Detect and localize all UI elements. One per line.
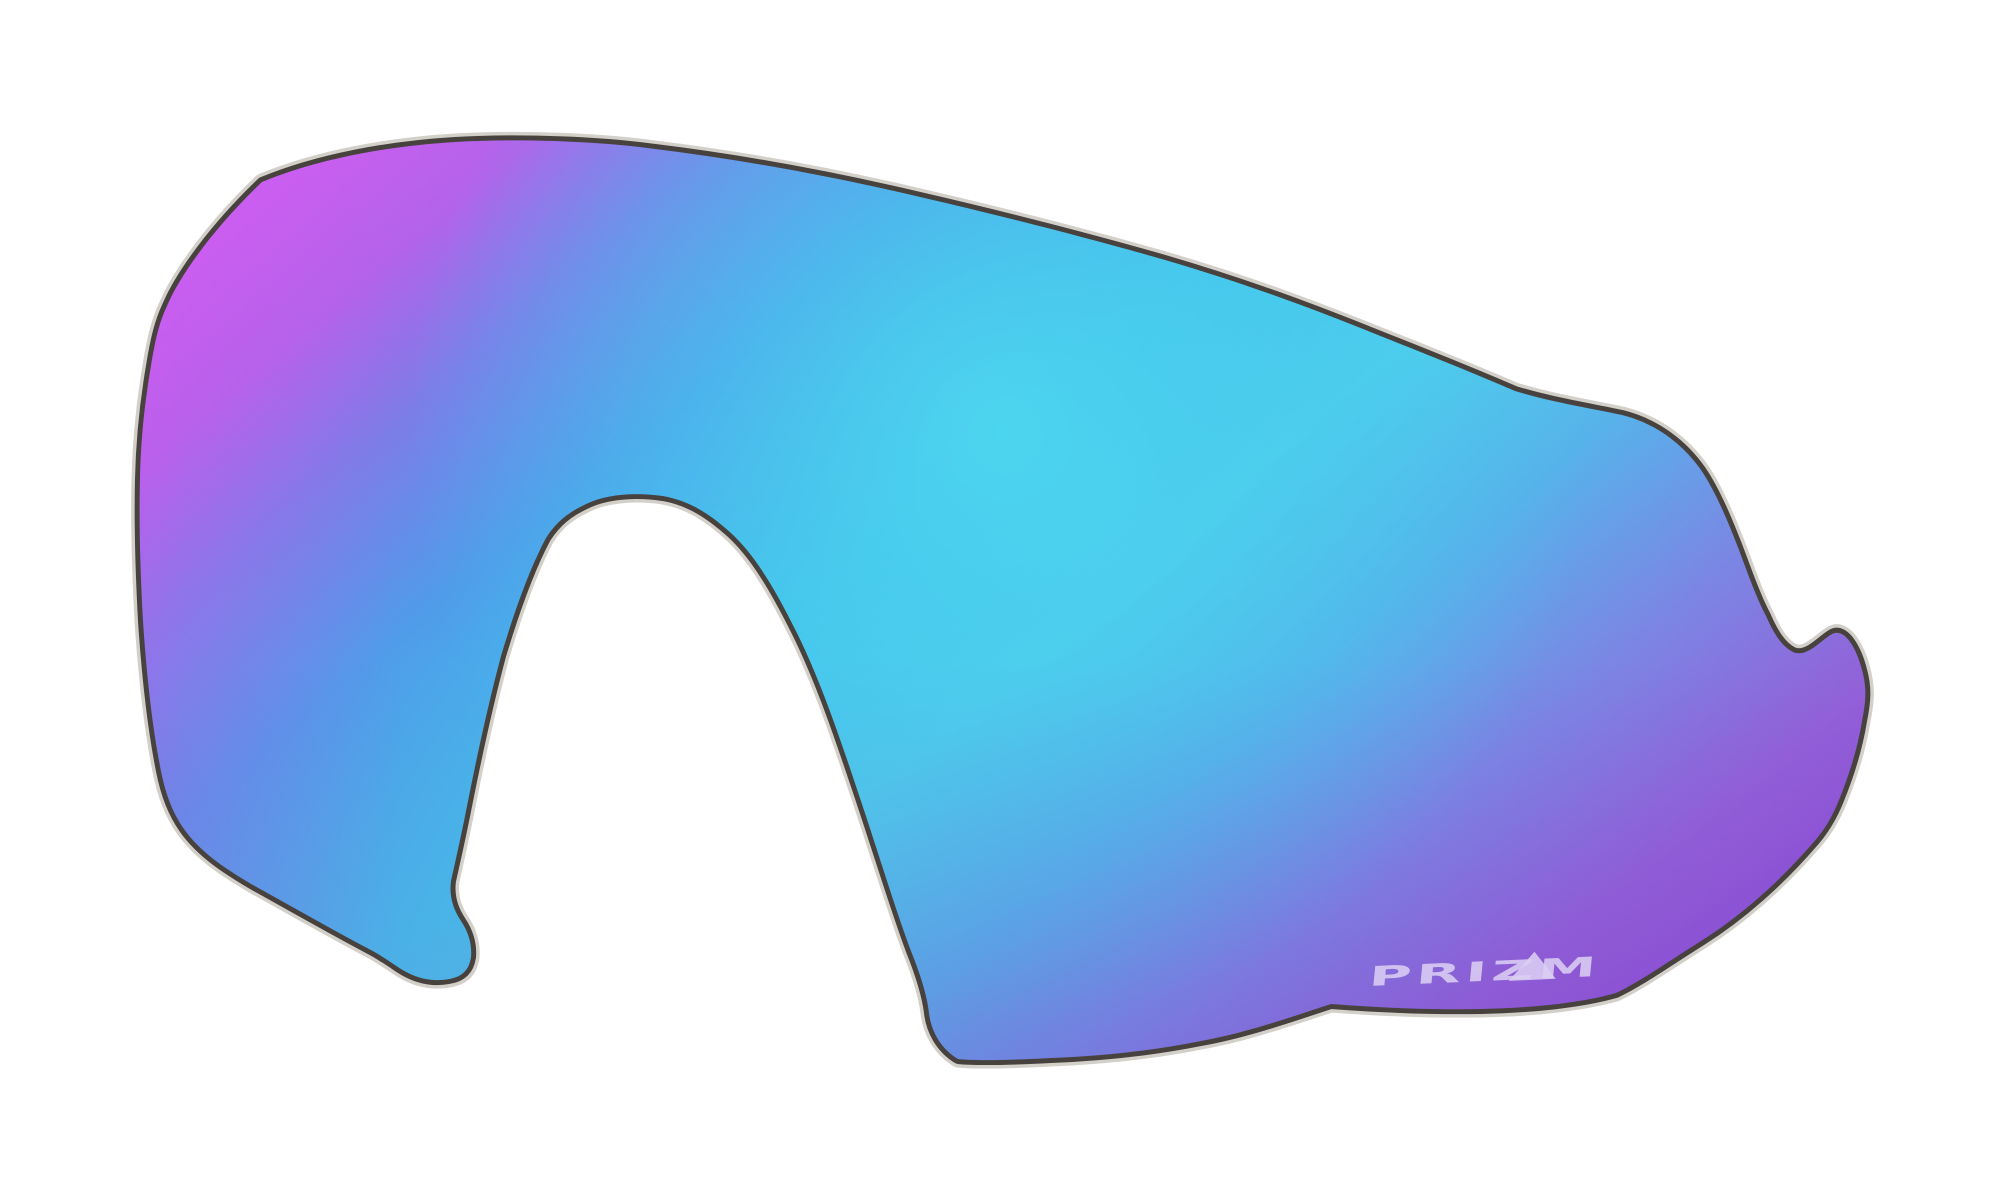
prizm-logo-triangle-icon <box>1508 951 1556 981</box>
